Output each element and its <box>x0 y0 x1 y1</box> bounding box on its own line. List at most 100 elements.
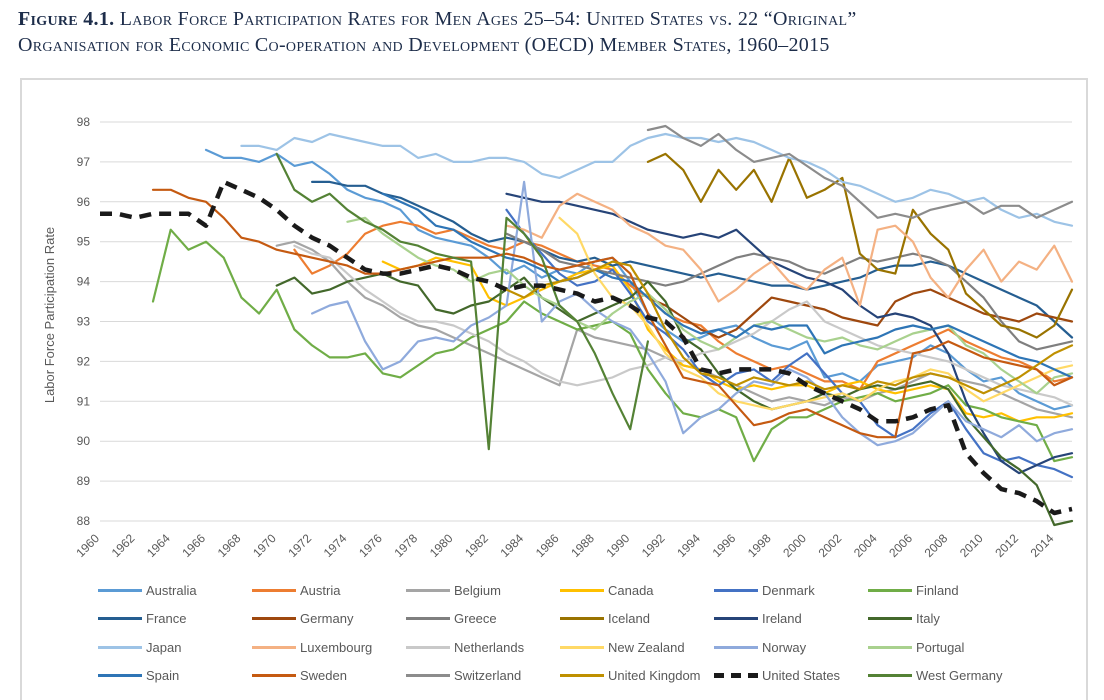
legend-label: Denmark <box>762 582 815 598</box>
x-tick-label: 1960 <box>73 531 102 560</box>
legend-label: Germany <box>300 610 354 626</box>
legend-label: France <box>146 610 187 626</box>
legend-label: Iceland <box>608 610 650 626</box>
legend-swatch <box>406 588 450 592</box>
legend-item-united-states: United States <box>714 665 840 685</box>
legend-swatch <box>560 616 604 620</box>
legend-swatch <box>252 673 296 677</box>
y-tick-label: 96 <box>77 195 91 209</box>
legend-item-luxembourg: Luxembourg <box>252 637 372 657</box>
legend-item-france: France <box>98 608 186 628</box>
x-tick-label: 2012 <box>992 531 1021 560</box>
y-tick-label: 89 <box>77 474 91 488</box>
legend-swatch <box>714 616 758 620</box>
legend-label: Switzerland <box>454 667 522 683</box>
legend-label: Austria <box>300 582 341 598</box>
legend-label: Finland <box>916 582 959 598</box>
y-tick-label: 97 <box>77 155 91 169</box>
gridlines <box>100 121 1072 522</box>
legend-swatch <box>98 645 142 649</box>
y-tick-label: 93 <box>77 315 91 329</box>
y-tick-label: 94 <box>77 275 91 289</box>
legend-swatch <box>868 588 912 592</box>
legend-item-austria: Austria <box>252 580 340 600</box>
legend-item-west-germany: West Germany <box>868 665 1002 685</box>
x-tick-label: 1994 <box>674 531 703 560</box>
legend-swatch <box>714 588 758 592</box>
x-tick-label: 1998 <box>745 531 774 560</box>
legend-item-greece: Greece <box>406 608 497 628</box>
legend-item-iceland: Iceland <box>560 608 650 628</box>
legend-label: Luxembourg <box>300 639 373 655</box>
series-line-ireland <box>505 192 1074 475</box>
x-tick-label: 1996 <box>710 531 739 560</box>
legend-label: United States <box>762 667 841 683</box>
x-tick-label: 1972 <box>285 531 314 560</box>
y-tick-label: 91 <box>77 394 91 408</box>
x-tick-label: 1992 <box>639 531 668 560</box>
legend-swatch <box>560 673 604 677</box>
series-line-japan <box>240 132 1074 227</box>
x-tick-label: 2010 <box>957 531 986 560</box>
series-line-iceland <box>646 152 1074 339</box>
y-tick-label: 98 <box>77 115 91 129</box>
legend-label: Japan <box>146 639 182 655</box>
legend-label: Belgium <box>454 582 501 598</box>
x-tick-label: 2006 <box>886 531 915 560</box>
series-line-west-germany <box>275 152 650 451</box>
legend-label: Italy <box>916 610 940 626</box>
series-line-spain <box>381 192 1074 379</box>
series-line-greece <box>505 232 1074 351</box>
x-tick-label: 1974 <box>321 531 350 560</box>
y-tick-label: 92 <box>77 354 91 368</box>
legend-swatch <box>406 616 450 620</box>
figure-title-text-1: Labor Force Participation Rates for Men … <box>119 8 857 30</box>
series-line-denmark <box>505 208 1074 479</box>
legend-item-netherlands: Netherlands <box>406 637 524 657</box>
legend-label: Canada <box>608 582 654 598</box>
x-tick-label: 1986 <box>533 531 562 560</box>
legend-swatch <box>406 673 450 677</box>
legend-label: Sweden <box>300 667 347 683</box>
legend-swatch <box>868 645 912 649</box>
legend-item-ireland: Ireland <box>714 608 802 628</box>
figure-title: Figure 4.1. Labor Force Participation Ra… <box>18 6 1088 58</box>
legend-item-spain: Spain <box>98 665 179 685</box>
y-axis-label: Labor Force Participation Rate <box>42 227 57 403</box>
x-tick-label: 2014 <box>1028 531 1057 560</box>
x-tick-label: 1970 <box>250 531 279 560</box>
series-line-portugal <box>346 216 1074 395</box>
y-tick-label: 90 <box>77 434 91 448</box>
legend-swatch <box>714 672 758 678</box>
legend-item-belgium: Belgium <box>406 580 501 600</box>
x-tick-label: 1964 <box>144 531 173 560</box>
legend-swatch <box>98 616 142 620</box>
legend-item-switzerland: Switzerland <box>406 665 521 685</box>
legend-label: New Zealand <box>608 639 685 655</box>
legend-label: Australia <box>146 582 197 598</box>
legend-item-finland: Finland <box>868 580 959 600</box>
legend-item-japan: Japan <box>98 637 181 657</box>
legend-swatch <box>714 645 758 649</box>
legend-item-germany: Germany <box>252 608 353 628</box>
x-tick-labels: 1960 1962 1964 1966 1968 1970 1972 1974 1976 1978… <box>73 531 1056 560</box>
legend-label: Greece <box>454 610 497 626</box>
x-tick-label: 1984 <box>497 531 526 560</box>
series-line-united-kingdom <box>505 260 1074 395</box>
legend-swatch <box>98 588 142 592</box>
legend-swatch <box>98 673 142 677</box>
x-tick-label: 1966 <box>179 531 208 560</box>
legend-item-italy: Italy <box>868 608 940 628</box>
x-tick-label: 1982 <box>462 531 491 560</box>
x-tick-label: 2004 <box>851 531 880 560</box>
legend-label: Spain <box>146 667 180 683</box>
series-line-netherlands <box>293 244 1074 407</box>
series-line-switzerland <box>646 124 1074 219</box>
legend-item-norway: Norway <box>714 637 806 657</box>
legend-item-united-kingdom: United Kingdom <box>560 665 701 685</box>
series-line-austria <box>293 220 1074 391</box>
x-tick-label: 2000 <box>780 531 809 560</box>
legend-swatch <box>252 616 296 620</box>
legend-swatch <box>868 673 912 677</box>
